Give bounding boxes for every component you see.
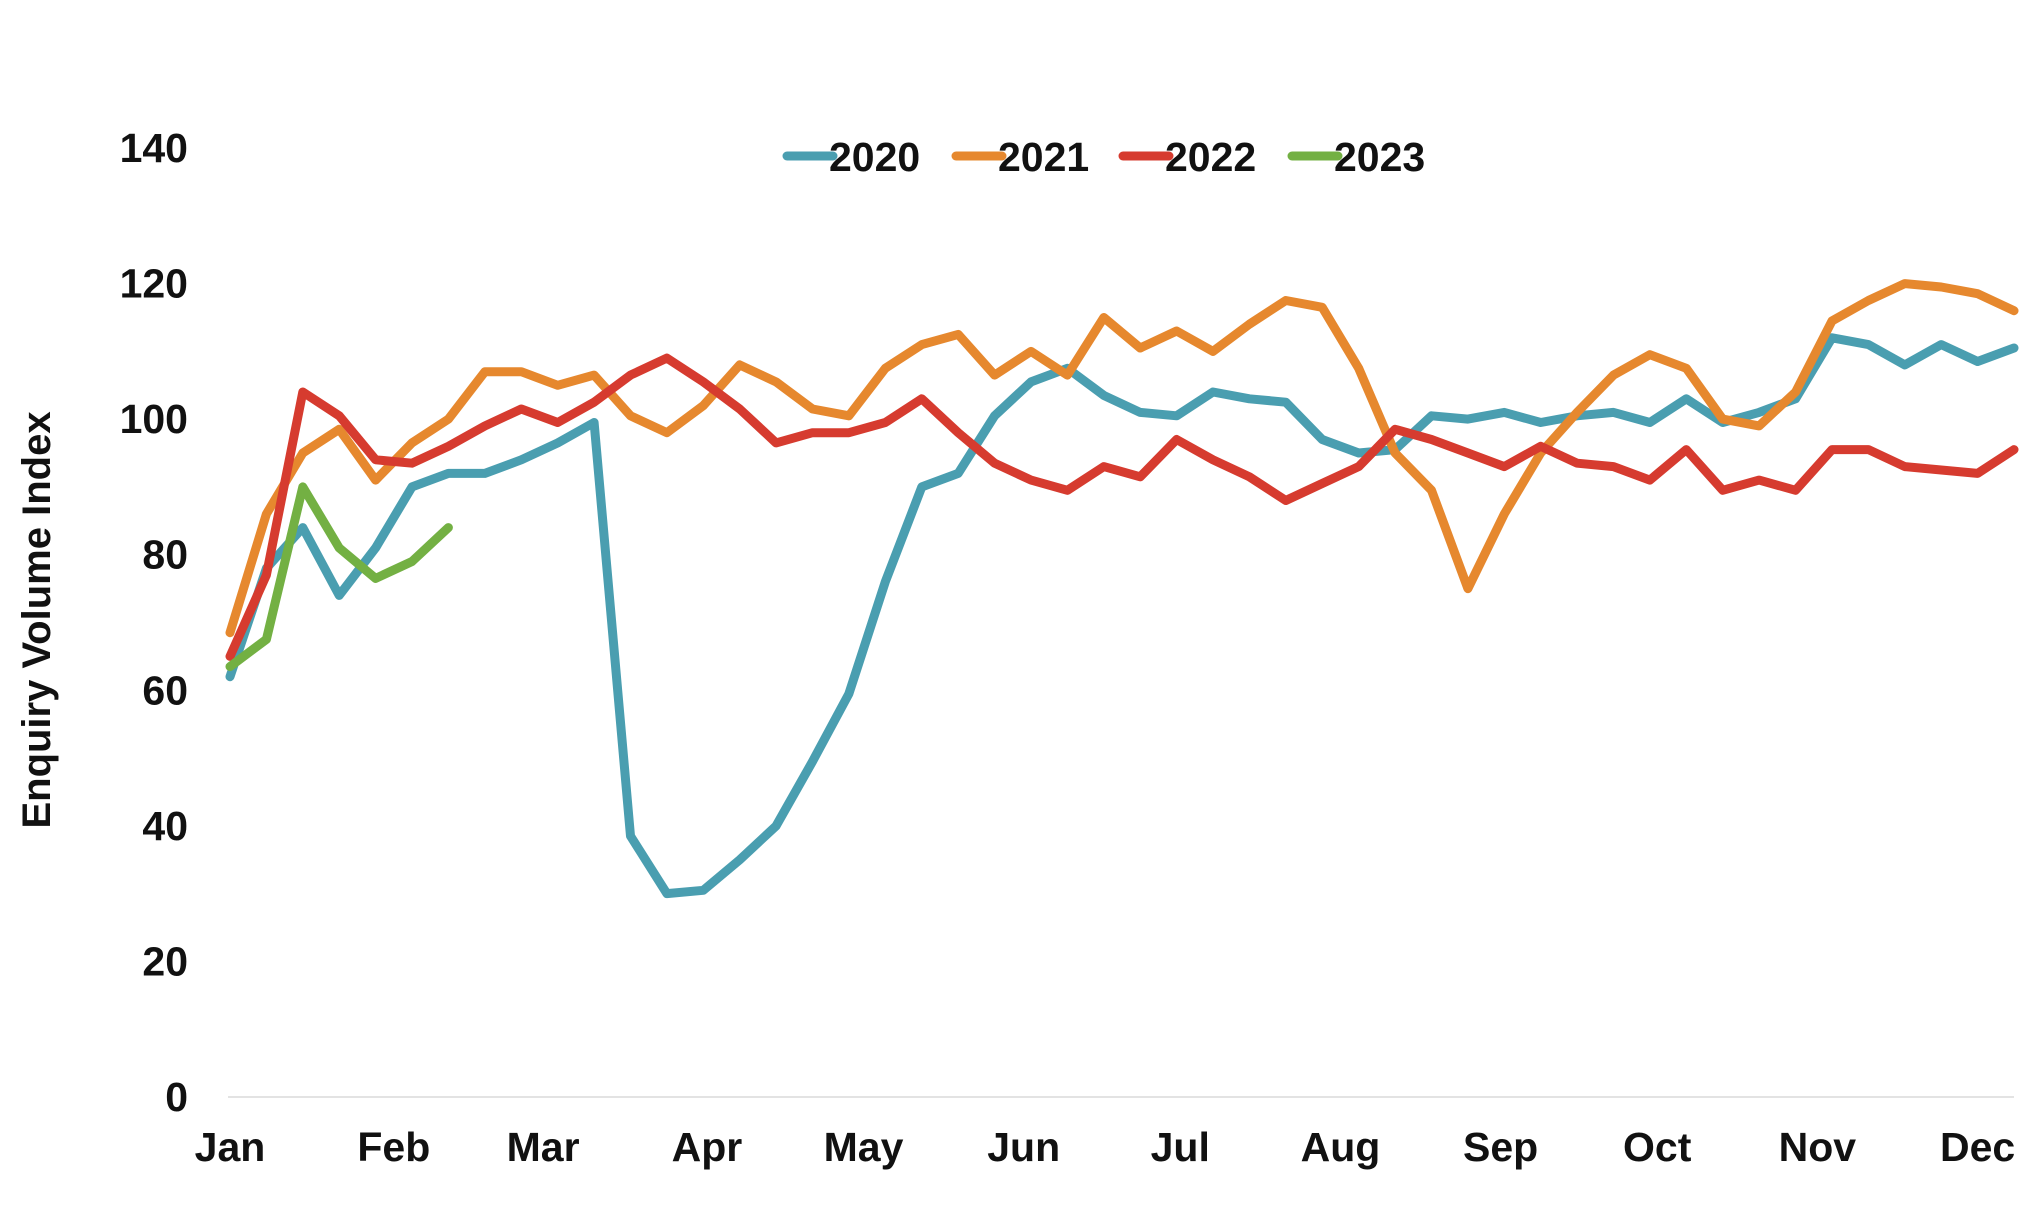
- x-tick-label: Aug: [1301, 1124, 1381, 1170]
- y-tick-label: 80: [142, 532, 188, 578]
- y-tick-label: 20: [142, 938, 188, 984]
- y-axis-title: Enquiry Volume Index: [15, 411, 59, 828]
- series-line-2022: [225, 353, 2019, 661]
- y-tick-label: 60: [142, 667, 188, 713]
- x-tick-label: Oct: [1623, 1124, 1692, 1170]
- legend-label-2020: 2020: [829, 134, 920, 180]
- legend-label-2023: 2023: [1334, 134, 1425, 180]
- y-tick-label: 120: [120, 261, 188, 307]
- y-tick-label: 0: [165, 1074, 188, 1120]
- x-tick-label: Nov: [1779, 1124, 1857, 1170]
- x-tick-label: May: [824, 1124, 904, 1170]
- y-tick-label: 100: [120, 396, 188, 442]
- x-tick-label: Feb: [357, 1124, 430, 1170]
- series-line-2023: [225, 482, 453, 672]
- y-axis-ticks: 0 20 40 60 80 100 120 140: [120, 125, 188, 1120]
- x-axis-ticks: Jan Feb Mar Apr May Jun Jul Aug Sep Oct Nov Dec: [195, 1124, 2016, 1170]
- legend-label-2021: 2021: [998, 134, 1089, 180]
- x-tick-label: Jan: [195, 1124, 266, 1170]
- x-tick-label: Jul: [1151, 1124, 1210, 1170]
- series-lines: [225, 279, 2019, 899]
- x-tick-label: Jun: [987, 1124, 1060, 1170]
- x-tick-label: Apr: [672, 1124, 743, 1170]
- y-tick-label: 40: [142, 803, 188, 849]
- x-tick-label: Dec: [1940, 1124, 2015, 1170]
- legend: 2020 2021 2022 2023: [782, 134, 1425, 180]
- series-line-2020: [225, 333, 2019, 899]
- legend-label-2022: 2022: [1165, 134, 1256, 180]
- x-tick-label: Sep: [1463, 1124, 1538, 1170]
- x-tick-label: Mar: [507, 1124, 580, 1170]
- y-tick-label: 140: [120, 125, 188, 171]
- series-line-2021: [225, 279, 2019, 638]
